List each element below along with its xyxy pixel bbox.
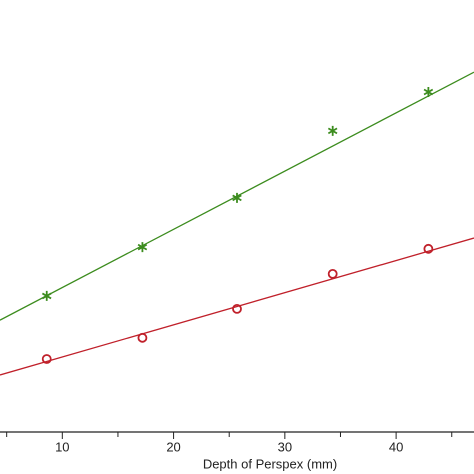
data-point [423,243,434,254]
data-point [41,354,52,364]
x-tick-label: 30 [278,439,292,454]
data-point [137,242,148,253]
x-axis-title: Depth of Perspex (mm) [203,456,337,471]
fit-line [0,71,474,321]
data-point [232,303,242,314]
x-tick-label: 20 [166,439,180,454]
fit-line [0,237,474,376]
data-point [327,268,338,279]
x-tick-label: 10 [55,439,69,454]
data-point [232,192,242,203]
data-point [327,125,338,136]
x-tick-label: 40 [389,439,403,454]
